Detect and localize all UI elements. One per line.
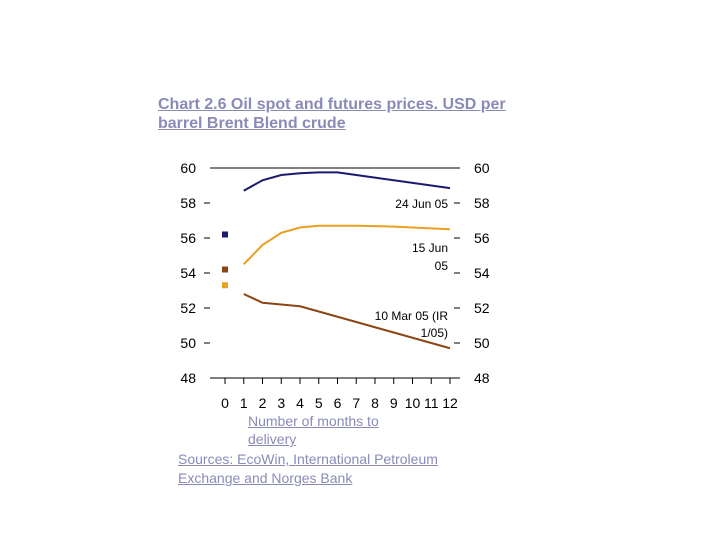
spot-marker <box>222 266 228 273</box>
x-tick-label: 6 <box>334 395 342 411</box>
chart-sources: Sources: EcoWin, International Petroleum… <box>178 451 438 486</box>
y-tick-label-right: 60 <box>474 160 490 176</box>
y-tick-label-left: 54 <box>180 265 196 281</box>
spot-marker <box>222 282 228 289</box>
x-tick-label: 0 <box>221 395 229 411</box>
series-line <box>243 293 451 350</box>
x-tick-label: 3 <box>277 395 285 411</box>
series-label-cont: 05 <box>435 259 449 273</box>
y-tick-label-right: 58 <box>474 195 490 211</box>
series-label: 10 Mar 05 (IR <box>375 309 449 323</box>
y-tick-label-left: 58 <box>180 195 196 211</box>
x-axis-label: Number of months to delivery <box>248 413 379 447</box>
series-label: 15 Jun <box>412 241 448 255</box>
series-lines <box>243 171 451 350</box>
x-tick-label: 11 <box>424 395 439 411</box>
y-tick-label-right: 50 <box>474 335 490 351</box>
x-tick-label: 1 <box>240 395 248 411</box>
series-annotations: 24 Jun 05 15 Jun 05 10 Mar 05 (IR 1/05) <box>375 197 449 340</box>
spot-marker <box>222 231 228 238</box>
x-tick-label: 8 <box>371 395 379 411</box>
series-label: 24 Jun 05 <box>395 197 448 211</box>
y-tick-label-right: 52 <box>474 300 490 316</box>
chart-axes <box>204 167 460 384</box>
x-tick-label: 12 <box>442 395 458 411</box>
chart-title: Chart 2.6 Oil spot and futures prices. U… <box>158 96 506 132</box>
y-tick-label-left: 48 <box>180 370 196 386</box>
spot-markers <box>222 231 228 289</box>
x-tick-label: 4 <box>296 395 304 411</box>
y-tick-label-left: 60 <box>180 160 196 176</box>
x-tick-label: 5 <box>315 395 323 411</box>
x-tick-label: 2 <box>259 395 267 411</box>
series-line <box>243 171 451 192</box>
y-tick-label-left: 52 <box>180 300 196 316</box>
series-line <box>243 224 451 265</box>
y-tick-label-right: 54 <box>474 265 490 281</box>
y-tick-label-left: 50 <box>180 335 196 351</box>
y-tick-label-right: 48 <box>474 370 490 386</box>
x-tick-label: 10 <box>405 395 421 411</box>
series-label-cont: 1/05) <box>421 326 448 340</box>
y-tick-label-right: 56 <box>474 230 490 246</box>
x-tick-label: 7 <box>352 395 360 411</box>
x-tick-label: 9 <box>390 395 398 411</box>
y-tick-label-left: 56 <box>180 230 196 246</box>
